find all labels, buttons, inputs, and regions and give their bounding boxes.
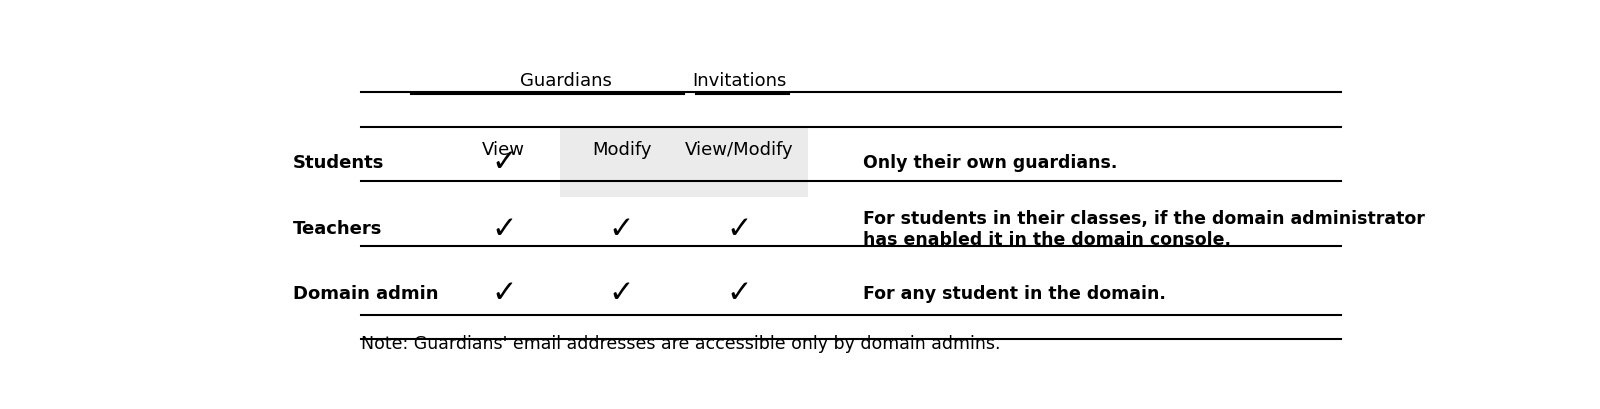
Text: ✓: ✓ [491,279,517,308]
Text: View/Modify: View/Modify [685,141,794,159]
Text: Note: Guardians' email addresses are accessible only by domain admins.: Note: Guardians' email addresses are acc… [362,335,1000,353]
Text: Domain admin: Domain admin [293,284,438,302]
Text: Invitations: Invitations [693,72,787,90]
Text: Guardians: Guardians [520,72,611,90]
Text: Only their own guardians.: Only their own guardians. [864,153,1118,171]
Text: ✓: ✓ [610,214,634,243]
Text: ✓: ✓ [726,214,752,243]
Text: For students in their classes, if the domain administrator
has enabled it in the: For students in their classes, if the do… [864,209,1426,248]
Text: View: View [482,141,525,159]
FancyBboxPatch shape [560,128,808,197]
Text: Students: Students [293,153,384,171]
Text: Teachers: Teachers [293,220,382,238]
Text: ✓: ✓ [610,279,634,308]
Text: For any student in the domain.: For any student in the domain. [864,284,1166,302]
Text: ✓: ✓ [491,214,517,243]
Text: Modify: Modify [592,141,651,159]
Text: ✓: ✓ [726,279,752,308]
Text: ✓: ✓ [491,148,517,177]
